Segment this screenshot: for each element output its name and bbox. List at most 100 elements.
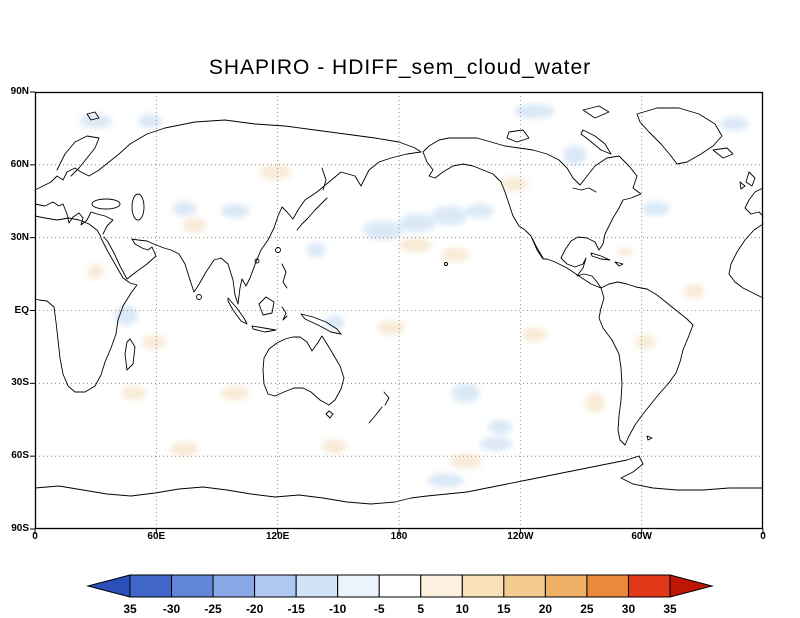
coastline-sulawesi (281, 306, 288, 321)
anomaly-patch-positive (585, 393, 606, 413)
anomaly-patch-negative (362, 220, 404, 241)
colorbar-tick-label: -30 (163, 602, 181, 616)
coastline-africa-north (34, 215, 102, 238)
anomaly-patch-negative (399, 213, 436, 233)
anomaly-patch-negative (138, 113, 163, 129)
lat-axis: 90N 60N 30N EQ 30S 60S 90S (0, 86, 32, 534)
coastline-borneo (258, 296, 275, 316)
lon-tick-label: 0 (760, 531, 766, 542)
coastline-gulf-of-california (531, 237, 544, 259)
coastline-madagascar (124, 338, 136, 371)
lon-tick-label: 120W (507, 531, 534, 542)
anomaly-shading (79, 104, 749, 488)
coastline-iceland (712, 147, 734, 159)
island-sri-lanka (196, 294, 202, 300)
coastline-java (251, 325, 277, 333)
anomaly-patch-positive (322, 439, 347, 454)
colorbar-tick-label: -15 (287, 602, 305, 616)
map-frame (34, 91, 764, 530)
caspian-sea (131, 193, 145, 221)
coastline-africa (34, 237, 138, 393)
coastline-eurasia (129, 119, 422, 305)
anomaly-patch-negative (221, 203, 250, 219)
coastline-antarctica (34, 455, 764, 505)
coastline-baffin (580, 129, 612, 155)
colorbar-segment (420, 574, 463, 598)
anomaly-patch-negative (431, 206, 468, 226)
anomaly-patch-positive (221, 385, 250, 401)
map-canvas (30, 91, 764, 534)
lat-tick-label: 60N (10, 158, 29, 170)
colorbar-tick-label: -10 (329, 602, 347, 616)
coastline-north-america (422, 137, 642, 289)
anomaly-patch-negative (479, 436, 513, 452)
anomaly-patch-positive (170, 441, 199, 457)
colorbar-segment (544, 574, 588, 598)
coastline-new-zealand (368, 391, 390, 424)
anomaly-patch-negative (465, 203, 495, 219)
lat-tick-label: 60S (11, 450, 29, 462)
anomaly-patch-negative (427, 473, 464, 488)
anomaly-patch-positive (522, 327, 547, 343)
anomaly-patch-positive (449, 453, 482, 469)
colorbar-tick-label: -20 (246, 602, 264, 616)
lat-tick-label: 30N (10, 231, 29, 243)
anomaly-patch-positive (87, 264, 104, 279)
island-taiwan (275, 247, 281, 253)
anomaly-patch-positive (142, 334, 167, 350)
anomaly-patch-negative (172, 201, 197, 216)
coastline-sakhalin (321, 167, 327, 191)
colorbar-segment (586, 574, 629, 598)
anomaly-patch-positive (182, 218, 207, 233)
anomaly-patch-negative (324, 315, 345, 330)
lat-tick-label: 30S (11, 377, 29, 389)
lon-tick-label: 180 (390, 531, 408, 542)
anomaly-patch-negative (487, 419, 513, 435)
colorbar-segment (212, 574, 256, 598)
colorbar-left-arrow (86, 574, 131, 598)
anomaly-patch-negative (451, 383, 480, 403)
axis-ticks (30, 91, 764, 534)
colorbar-tick-label: -25 (204, 602, 222, 616)
coastline-australia (262, 335, 345, 406)
plot-title: SHAPIRO - HDIFF_sem_cloud_water (208, 56, 592, 79)
anomaly-patch-positive (121, 385, 147, 401)
coastline-victoria-island (506, 129, 530, 143)
colorbar-tick-label: 5 (417, 602, 424, 616)
coastline-tasmania (325, 410, 334, 419)
anomaly-patch-positive (617, 247, 634, 258)
lat-tick-label: 90N (10, 86, 29, 97)
coastline-new-guinea (300, 313, 342, 335)
colorbar-right-arrow (669, 574, 714, 598)
map-area: 90N 60N 30N EQ 30S 60S 90S 0 60E 120E 180 120W 60W 0 (11, 86, 766, 542)
anomaly-patch-positive (399, 237, 432, 253)
coastline-arabia (103, 236, 157, 280)
lon-axis: 0 60E 120E 180 120W 60W 0 (32, 531, 766, 547)
anomaly-patch-negative (562, 145, 588, 165)
grid (35, 92, 763, 529)
anomaly-patch-negative (514, 104, 555, 119)
lon-tick-label: 0 (32, 531, 38, 542)
colorbar-tick-label: 25 (580, 602, 594, 616)
colorbar-tick-label: 15 (497, 602, 511, 616)
coastline-west-africa (728, 223, 764, 299)
colorbar-segment (627, 574, 671, 598)
colorbar-tick-label: -5 (374, 602, 385, 616)
lon-tick-label: 60E (147, 531, 166, 542)
anomaly-patch-positive (635, 334, 656, 350)
colorbar-tick-label: 30 (622, 602, 636, 616)
colorbar-tick-label: 35 (663, 602, 677, 616)
anomaly-patch-negative (79, 113, 112, 129)
colorbar-segment (129, 574, 173, 598)
lat-tick-label: 90S (11, 523, 29, 534)
colorbar-segment (503, 574, 546, 598)
anomaly-patch-positive (259, 164, 292, 180)
colorbar-segment (378, 574, 422, 598)
colorbar-segment (254, 574, 297, 598)
coastline-british-isles (739, 171, 756, 190)
anomaly-patch-positive (376, 320, 406, 335)
lon-tick-label: 120E (265, 531, 290, 542)
island-hainan (254, 258, 260, 264)
coastline-europe-north (34, 143, 131, 191)
